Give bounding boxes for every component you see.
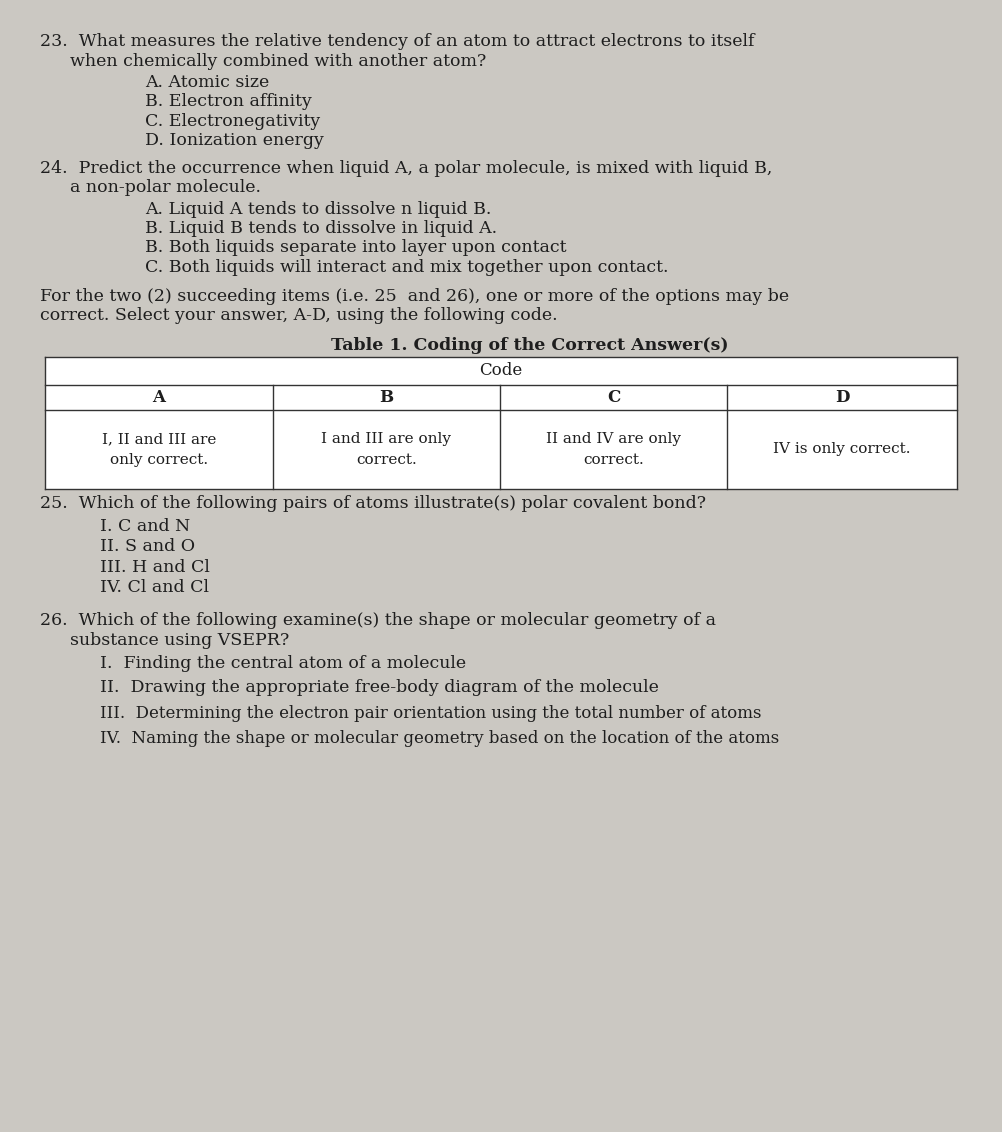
Text: B. Both liquids separate into layer upon contact: B. Both liquids separate into layer upon… <box>145 239 567 257</box>
Text: III. H and Cl: III. H and Cl <box>100 558 210 576</box>
Text: Table 1. Coding of the Correct Answer(s): Table 1. Coding of the Correct Answer(s) <box>331 336 728 354</box>
Text: IV.  Naming the shape or molecular geometry based on the location of the atoms: IV. Naming the shape or molecular geomet… <box>100 729 780 747</box>
Text: A. Liquid A tends to dissolve n liquid B.: A. Liquid A tends to dissolve n liquid B… <box>145 200 492 218</box>
Text: when chemically combined with another atom?: when chemically combined with another at… <box>70 52 486 70</box>
Text: For the two (2) succeeding items (i.e. 25  and 26), one or more of the options m: For the two (2) succeeding items (i.e. 2… <box>40 288 790 306</box>
Text: C: C <box>607 388 620 406</box>
Text: B. Electron affinity: B. Electron affinity <box>145 93 313 111</box>
Text: I. C and N: I. C and N <box>100 517 190 535</box>
Text: 23.  What measures the relative tendency of an atom to attract electrons to itse: 23. What measures the relative tendency … <box>40 33 755 51</box>
Text: substance using VSEPR?: substance using VSEPR? <box>70 632 290 650</box>
Text: 25.  Which of the following pairs of atoms illustrate(s) polar covalent bond?: 25. Which of the following pairs of atom… <box>40 495 706 513</box>
Text: 24.  Predict the occurrence when liquid A, a polar molecule, is mixed with liqui: 24. Predict the occurrence when liquid A… <box>40 160 773 178</box>
Bar <box>45 357 957 489</box>
Text: C. Both liquids will interact and mix together upon contact.: C. Both liquids will interact and mix to… <box>145 258 668 276</box>
Text: I.  Finding the central atom of a molecule: I. Finding the central atom of a molecul… <box>100 654 466 672</box>
Text: I, II and III are
only correct.: I, II and III are only correct. <box>101 432 216 466</box>
Text: a non-polar molecule.: a non-polar molecule. <box>70 179 262 197</box>
Text: A. Atomic size: A. Atomic size <box>145 74 270 92</box>
Text: B. Liquid B tends to dissolve in liquid A.: B. Liquid B tends to dissolve in liquid … <box>145 220 497 238</box>
Text: D. Ionization energy: D. Ionization energy <box>145 131 325 149</box>
Text: B: B <box>379 388 394 406</box>
Text: Code: Code <box>479 362 523 379</box>
Text: C. Electronegativity: C. Electronegativity <box>145 112 321 130</box>
Text: 26.  Which of the following examine(s) the shape or molecular geometry of a: 26. Which of the following examine(s) th… <box>40 611 716 629</box>
Text: II and IV are only
correct.: II and IV are only correct. <box>546 432 681 466</box>
Text: III.  Determining the electron pair orientation using the total number of atoms: III. Determining the electron pair orien… <box>100 704 762 722</box>
Text: I and III are only
correct.: I and III are only correct. <box>322 432 451 466</box>
Text: A: A <box>152 388 165 406</box>
Text: correct. Select your answer, A-D, using the following code.: correct. Select your answer, A-D, using … <box>40 307 558 325</box>
Text: IV is only correct.: IV is only correct. <box>774 443 911 456</box>
Text: II. S and O: II. S and O <box>100 538 195 556</box>
Text: II.  Drawing the appropriate free-body diagram of the molecule: II. Drawing the appropriate free-body di… <box>100 678 659 696</box>
Text: IV. Cl and Cl: IV. Cl and Cl <box>100 578 209 597</box>
Text: D: D <box>835 388 850 406</box>
